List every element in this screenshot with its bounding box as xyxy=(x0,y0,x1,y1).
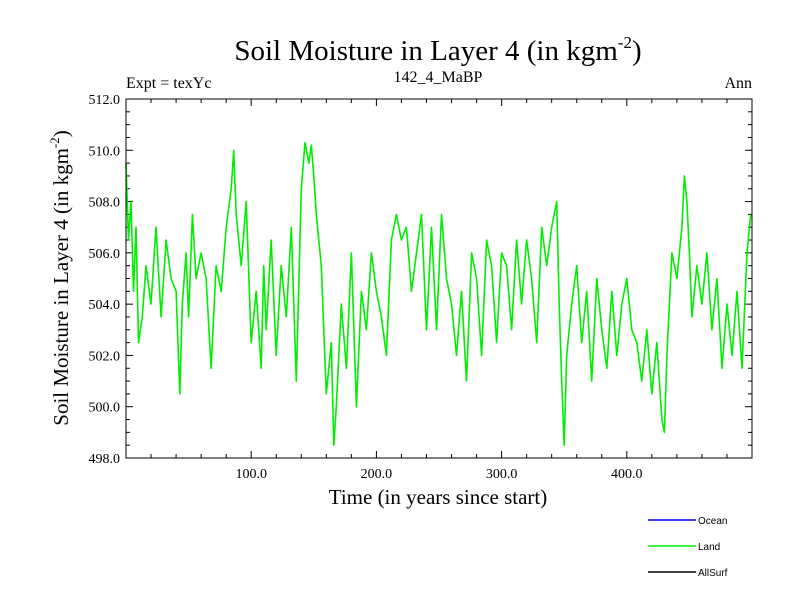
x-tick-label: 100.0 xyxy=(235,467,267,482)
x-tick-label: 300.0 xyxy=(486,467,518,482)
plot-area: 498.0 500.0 502.0 504.0 506.0 508.0 510.0 512.0… xyxy=(89,93,752,482)
subtitle-right: Ann xyxy=(724,75,752,92)
subtitle-left: Expt = texYc xyxy=(126,75,211,92)
y-tick-label: 510.0 xyxy=(89,144,121,159)
x-tick-label: 200.0 xyxy=(361,467,393,482)
x-tick-label: 400.0 xyxy=(611,467,643,482)
x-axis-label: Time (in years since start) xyxy=(329,485,548,509)
plot-frame xyxy=(125,98,753,459)
y-tick-label: 512.0 xyxy=(89,93,121,108)
y-tick-label: 502.0 xyxy=(89,349,121,364)
y-tick-label: 506.0 xyxy=(89,247,121,262)
y-tick-label: 500.0 xyxy=(89,401,121,416)
legend: Ocean Land AllSurf xyxy=(648,516,728,579)
series-line-land xyxy=(125,141,752,447)
y-tick-label: 498.0 xyxy=(89,452,121,467)
y-axis-label: Soil Moisture in Layer 4 (in kgm-2) xyxy=(47,130,73,425)
chart-title: Soil Moisture in Layer 4 (in kgm-2) xyxy=(234,33,641,67)
y-tick-label: 504.0 xyxy=(89,298,121,313)
legend-label-allsurf: AllSurf xyxy=(698,568,728,579)
y-tick-label: 508.0 xyxy=(89,196,121,211)
legend-label-ocean: Ocean xyxy=(698,516,727,527)
subtitle-center: 142_4_MaBP xyxy=(394,69,483,86)
legend-label-land: Land xyxy=(698,542,720,553)
